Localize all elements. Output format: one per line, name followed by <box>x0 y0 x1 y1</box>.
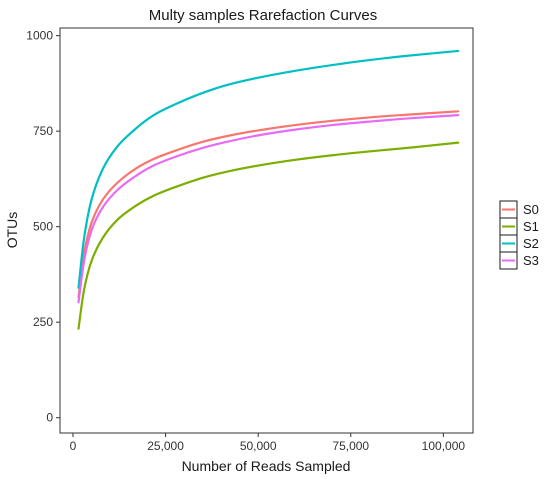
legend-label: S0 <box>523 202 539 217</box>
series-lines <box>77 49 460 330</box>
x-axis: 0 25,000 50,000 75,000 100,000 <box>70 433 466 453</box>
x-tick-label: 75,000 <box>332 439 369 453</box>
y-axis-label: OTUs <box>4 212 20 249</box>
legend-label: S1 <box>523 219 539 234</box>
x-tick-label: 25,000 <box>147 439 184 453</box>
x-axis-label: Number of Reads Sampled <box>182 458 351 474</box>
legend-label: S2 <box>523 236 539 251</box>
series-line-s0 <box>77 110 460 299</box>
legend-label: S3 <box>523 253 539 268</box>
y-axis: 0 250 500 750 1000 <box>26 29 60 425</box>
y-tick-label: 0 <box>46 411 53 425</box>
y-tick-label: 1000 <box>26 29 53 43</box>
plot-panel <box>59 27 474 434</box>
y-tick-label: 750 <box>33 124 53 138</box>
y-tick-label: 250 <box>33 315 53 329</box>
series-line-s1 <box>77 141 460 330</box>
x-tick-label: 50,000 <box>240 439 277 453</box>
x-tick-label: 100,000 <box>422 439 466 453</box>
chart-title: Multy samples Rarefaction Curves <box>149 7 377 24</box>
x-tick-label: 0 <box>70 439 77 453</box>
series-line-s3 <box>77 114 460 304</box>
y-tick-label: 500 <box>33 220 53 234</box>
series-line-s2 <box>77 49 460 289</box>
legend: S0 S1 S2 S3 <box>499 200 539 270</box>
